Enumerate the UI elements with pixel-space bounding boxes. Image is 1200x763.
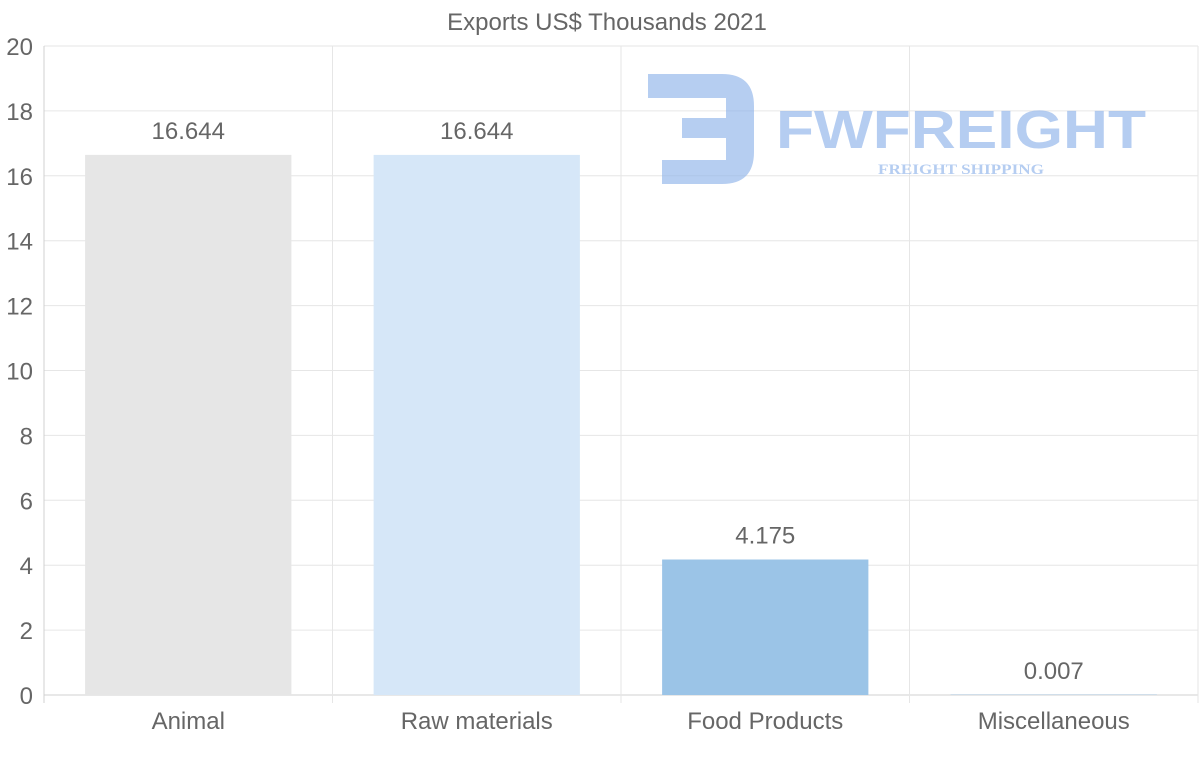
y-tick-label: 8 (20, 423, 33, 450)
value-labels: 16.644 16.644 4.175 0.007 (152, 118, 1084, 685)
bar-food-products (662, 559, 869, 695)
chart-title: Exports US$ Thousands 2021 (447, 9, 767, 36)
x-tick-label: Food Products (687, 708, 843, 735)
bars (85, 154, 1157, 695)
y-tick-label: 4 (20, 553, 33, 580)
watermark: FWFREIGHT FREIGHT SHIPPING (648, 74, 1146, 184)
y-tick-label: 10 (6, 359, 33, 386)
bar-value-label: 16.644 (440, 118, 513, 145)
fwfreight-logo-icon (648, 74, 754, 184)
y-axis: 0 2 4 6 8 10 12 14 16 18 20 (6, 34, 33, 710)
x-tick-label: Raw materials (401, 708, 553, 735)
y-tick-label: 18 (6, 99, 33, 126)
y-tick-label: 6 (20, 488, 33, 515)
y-tick-label: 0 (20, 683, 33, 710)
bar-animal (85, 154, 292, 695)
watermark-brand: FWFREIGHT (776, 100, 1146, 160)
watermark-tagline: FREIGHT SHIPPING (878, 162, 1044, 178)
y-tick-label: 12 (6, 294, 33, 321)
y-tick-label: 2 (20, 618, 33, 645)
y-tick-label: 20 (6, 34, 33, 61)
x-tick-label: Animal (152, 708, 225, 735)
bar-value-label: 16.644 (152, 118, 225, 145)
bar-raw-materials (373, 154, 580, 695)
x-tick-label: Miscellaneous (978, 708, 1130, 735)
x-axis: Animal Raw materials Food Products Miscella… (152, 708, 1130, 735)
bar-value-label: 4.175 (735, 523, 795, 550)
y-tick-label: 16 (6, 164, 33, 191)
y-tick-label: 14 (6, 229, 33, 256)
bar-value-label: 0.007 (1024, 658, 1084, 685)
